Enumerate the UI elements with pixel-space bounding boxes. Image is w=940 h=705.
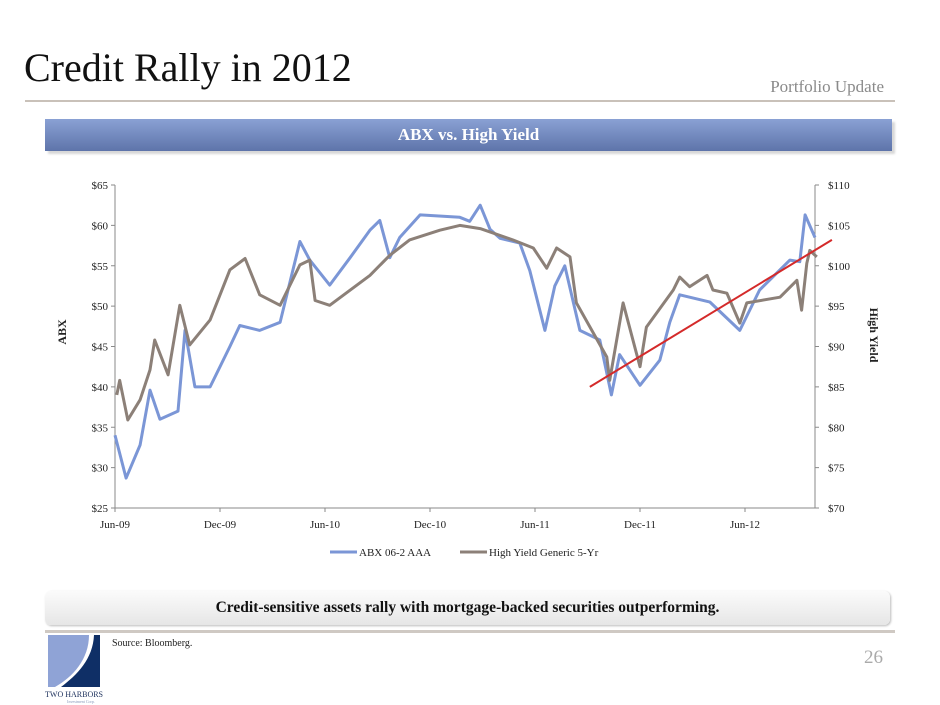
header-divider	[25, 100, 895, 102]
y2-axis-title: High Yield	[867, 308, 881, 363]
y-tick-label: $25	[92, 503, 109, 515]
series-line-high-yield	[115, 223, 818, 422]
x-tick-label: Jun-09	[100, 519, 130, 531]
y-tick-label: $55	[92, 261, 109, 273]
footer-divider	[45, 630, 895, 633]
x-tick-label: Jun-11	[520, 519, 550, 531]
trend-line	[589, 239, 833, 388]
axes	[111, 184, 819, 512]
page-number: 26	[864, 647, 883, 668]
legend-label-abx: ABX 06-2 AAA	[359, 547, 431, 559]
x-tick-label: Dec-11	[624, 519, 656, 531]
y2-tick-label: $75	[828, 463, 845, 475]
y-tick-label: $35	[92, 422, 109, 434]
y-tick-label: $65	[92, 180, 109, 192]
svg-text:TWO HARBORS: TWO HARBORS	[45, 690, 103, 699]
two-harbors-logo: TWO HARBORS Investment Corp.	[45, 635, 103, 704]
y-tick-label: $40	[92, 382, 109, 394]
y-tick-label: $30	[92, 463, 109, 475]
y2-tick-label: $105	[828, 220, 851, 232]
abx-vs-high-yield-chart: $25 $30 $35 $40 $45 $50 $55 $60 $65 $70 $75 $80 $85 $…	[55, 180, 881, 559]
y-tick-label: $45	[92, 342, 109, 354]
svg-text:Investment Corp.: Investment Corp.	[67, 699, 95, 704]
y-tick-label: $60	[92, 220, 109, 232]
y-tick-label: $50	[92, 301, 109, 313]
y2-tick-label: $95	[828, 301, 845, 313]
key-takeaway-callout: Credit-sensitive assets rally with mortg…	[45, 591, 890, 625]
tick-labels: $25 $30 $35 $40 $45 $50 $55 $60 $65 $70 $75 $80 $85 $…	[92, 180, 851, 531]
series-line-abx	[113, 203, 817, 480]
y2-tick-label: $85	[828, 382, 845, 394]
chart-banner: ABX vs. High Yield	[45, 119, 892, 151]
y2-tick-label: $100	[828, 261, 851, 273]
y2-tick-label: $70	[828, 503, 845, 515]
x-tick-label: Dec-10	[414, 519, 447, 531]
section-label: Portfolio Update	[770, 77, 884, 96]
y2-tick-label: $90	[828, 342, 845, 354]
y-axis-title: ABX	[55, 319, 69, 345]
y2-tick-label: $80	[828, 422, 845, 434]
x-tick-label: Jun-12	[730, 519, 760, 531]
series-lines	[113, 203, 833, 480]
legend: ABX 06-2 AAA High Yield Generic 5-Yr	[330, 547, 599, 559]
page-title: Credit Rally in 2012	[24, 45, 352, 90]
x-tick-label: Jun-10	[310, 519, 340, 531]
legend-label-high-yield: High Yield Generic 5-Yr	[489, 547, 599, 559]
x-tick-label: Dec-09	[204, 519, 237, 531]
source-note: Source: Bloomberg.	[112, 638, 193, 649]
y2-tick-label: $110	[828, 180, 850, 192]
